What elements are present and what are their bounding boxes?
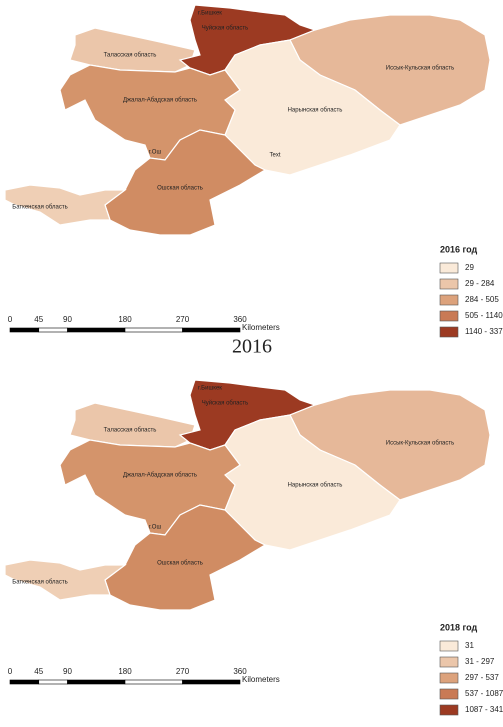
region <box>4 559 127 601</box>
legend-swatch <box>439 672 459 684</box>
region-label: Иссык-Кульская область <box>386 66 454 72</box>
scale-label: 90 <box>63 667 72 676</box>
scale-label: 360 <box>233 667 247 676</box>
place-label: г.Ош <box>149 525 162 531</box>
scale-label: 270 <box>176 667 190 676</box>
region-label: Баткенская область <box>12 580 67 586</box>
region-label: Баткенская область <box>12 205 67 211</box>
region-label: Нарынская область <box>288 483 343 489</box>
region-label: Чуйская область <box>202 25 249 32</box>
legend-swatch <box>439 294 459 306</box>
scale-segment <box>182 679 241 685</box>
scale-segment <box>124 679 183 685</box>
region-label: Ошская область <box>157 561 203 567</box>
legend-label: 537 - 1087 <box>465 689 503 698</box>
region-label: Нарынская область <box>288 108 343 114</box>
scale-segment <box>38 327 68 333</box>
legend-swatch <box>439 688 459 700</box>
legend-swatch <box>439 326 459 338</box>
map: Таласская область Чуйская область Иссык-Ку… <box>4 379 491 611</box>
scale-unit: Kilometers <box>242 323 280 332</box>
legend-swatch <box>439 262 459 274</box>
legend-swatch <box>439 640 459 652</box>
scale-segment <box>67 327 126 333</box>
scale-segment <box>182 327 241 333</box>
legend-title: 2016 год <box>440 244 478 254</box>
place-label: г.Бишкек <box>198 386 222 392</box>
scale-segment <box>124 327 183 333</box>
legend-label: 29 - 284 <box>465 279 495 288</box>
region-label: Таласская область <box>104 53 157 59</box>
legend-label: 1087 - 3416 <box>465 705 503 714</box>
region-label: Таласская область <box>104 428 157 434</box>
legend-title: 2018 год <box>440 622 478 632</box>
region <box>104 129 267 236</box>
caption: 2016 <box>232 336 272 358</box>
legend-label: 505 - 1140 <box>465 311 503 320</box>
region-label: Иссык-Кульская область <box>386 441 454 447</box>
region-label: Чуйская область <box>202 400 249 407</box>
scale-unit: Kilometers <box>242 675 280 684</box>
region <box>4 184 127 226</box>
scale-label: 90 <box>63 315 72 324</box>
scale-label: 45 <box>34 667 43 676</box>
region-label: Джалал-Абадская область <box>123 473 197 479</box>
scale-label: 180 <box>118 315 132 324</box>
legend-swatch <box>439 704 459 716</box>
legend-label: 297 - 537 <box>465 673 499 682</box>
legend-label: 1140 - 3379 <box>465 327 503 336</box>
place-label: г.Бишкек <box>198 11 222 17</box>
scale-segment <box>38 679 68 685</box>
map: Таласская область Чуйская область Иссык-Ку… <box>4 4 491 236</box>
legend-label: 284 - 505 <box>465 295 499 304</box>
scale-segment <box>9 679 40 685</box>
scale-segment <box>9 327 40 333</box>
scale-label: 270 <box>176 315 190 324</box>
place-label: г.Ош <box>149 150 162 156</box>
place-label: Text <box>269 153 280 159</box>
legend-label: 29 <box>465 263 474 272</box>
legend-label: 31 <box>465 641 474 650</box>
legend-swatch <box>439 278 459 290</box>
region-label: Джалал-Абадская область <box>123 98 197 104</box>
scale-label: 180 <box>118 667 132 676</box>
legend-swatch <box>439 310 459 322</box>
legend-label: 31 - 297 <box>465 657 495 666</box>
scale-label: 360 <box>233 315 247 324</box>
scale-label: 0 <box>8 667 13 676</box>
scale-label: 45 <box>34 315 43 324</box>
region <box>104 504 267 611</box>
legend-swatch <box>439 656 459 668</box>
scale-segment <box>67 679 126 685</box>
scale-label: 0 <box>8 315 13 324</box>
region-label: Ошская область <box>157 186 203 192</box>
